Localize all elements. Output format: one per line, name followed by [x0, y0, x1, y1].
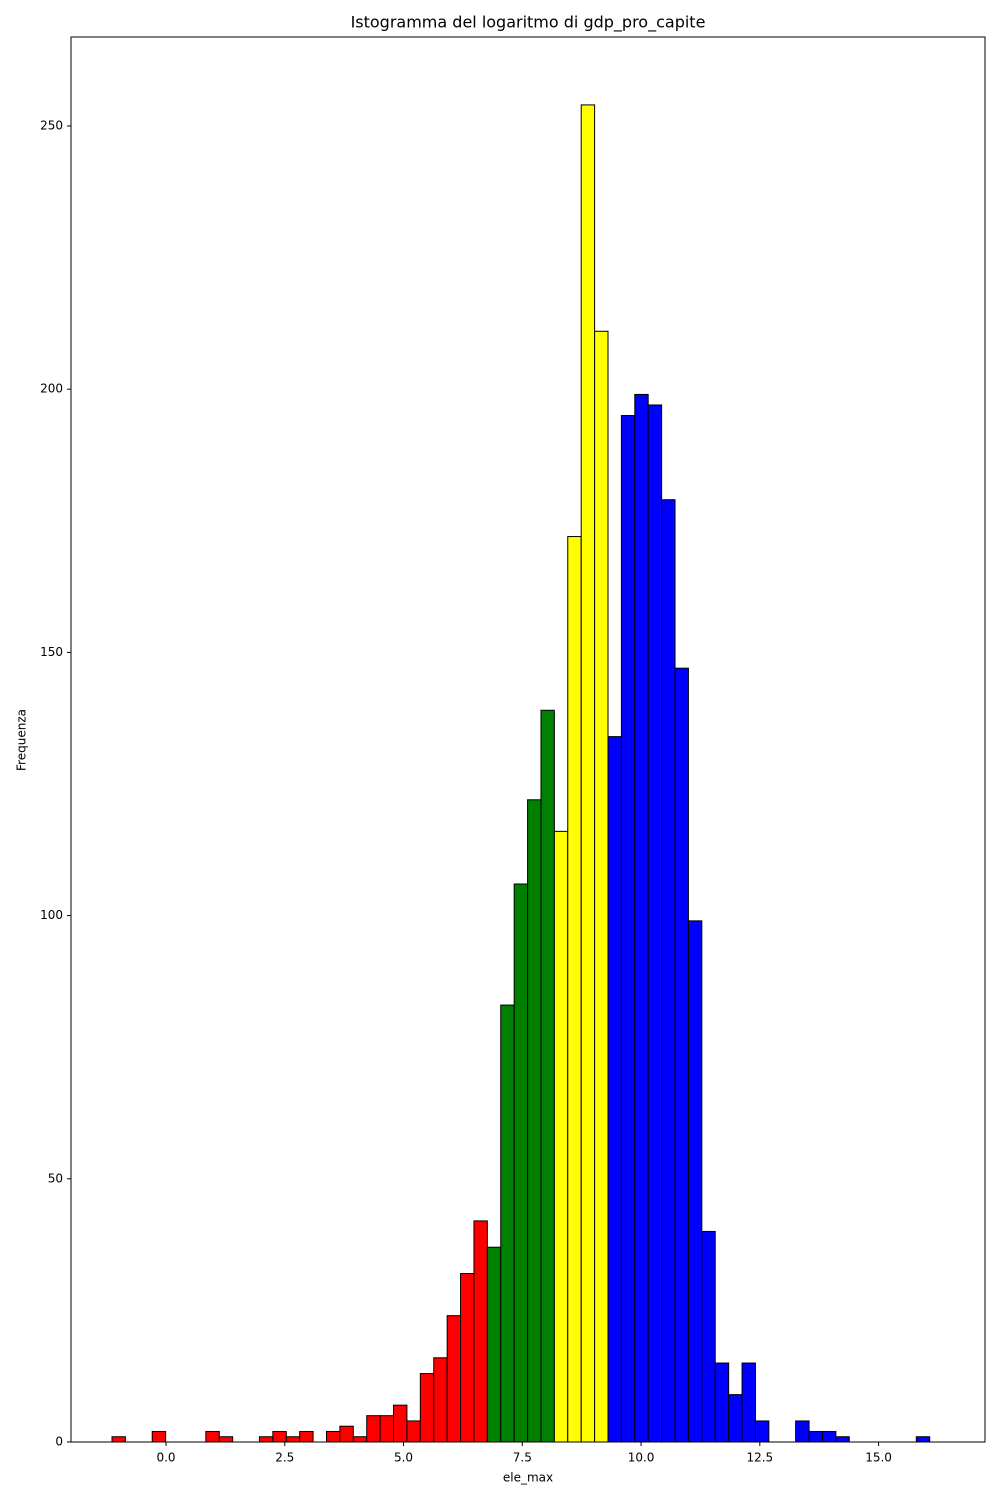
- bar: [741, 1362, 756, 1443]
- bar: [379, 1415, 395, 1443]
- bar: [674, 667, 689, 1443]
- bar: [687, 920, 703, 1443]
- x-tick-label: 5.0: [394, 1451, 413, 1465]
- bar: [486, 1246, 502, 1443]
- x-axis-label: ele_max: [503, 1471, 553, 1485]
- y-tick-label: 50: [48, 1171, 63, 1185]
- bar: [795, 1420, 810, 1443]
- bar: [835, 1436, 850, 1443]
- bar: [299, 1430, 314, 1443]
- bar: [594, 330, 609, 1443]
- x-tick-label: 7.5: [513, 1451, 532, 1465]
- bar: [634, 393, 649, 1443]
- bar: [701, 1230, 716, 1443]
- bar: [433, 1357, 448, 1443]
- bar: [808, 1430, 823, 1443]
- bar: [366, 1415, 381, 1443]
- bar: [339, 1425, 354, 1443]
- chart-title: Istogramma del logaritmo di gdp_pro_capi…: [351, 13, 706, 33]
- bar: [500, 1004, 515, 1443]
- bar: [111, 1436, 126, 1443]
- bar: [406, 1420, 421, 1443]
- bar: [151, 1430, 167, 1443]
- bar: [728, 1394, 743, 1443]
- bar: [325, 1430, 341, 1443]
- bar: [527, 799, 542, 1443]
- bar: [607, 736, 622, 1443]
- bar: [205, 1430, 220, 1443]
- bar: [661, 499, 676, 1443]
- bar: [352, 1436, 368, 1443]
- bar: [714, 1362, 730, 1443]
- bar: [473, 1220, 488, 1443]
- bar: [567, 536, 582, 1443]
- x-tick-label: 0.0: [156, 1451, 175, 1465]
- bar: [258, 1436, 274, 1443]
- x-tick-label: 10.0: [628, 1451, 655, 1465]
- y-axis-label: Frequenza: [15, 709, 29, 771]
- bar: [754, 1420, 770, 1443]
- y-tick-label: 150: [40, 645, 63, 659]
- bar: [419, 1373, 435, 1443]
- y-tick-label: 100: [40, 908, 63, 922]
- y-tick-label: 200: [40, 382, 63, 396]
- x-tick-label: 15.0: [865, 1451, 892, 1465]
- bar: [540, 709, 555, 1443]
- bar: [821, 1430, 837, 1443]
- bar: [647, 404, 663, 1443]
- x-tick-label: 2.5: [275, 1451, 294, 1465]
- bar: [553, 830, 569, 1443]
- x-tick-label: 12.5: [746, 1451, 773, 1465]
- bar: [272, 1430, 287, 1443]
- bar: [218, 1436, 234, 1443]
- bar: [513, 883, 529, 1443]
- plot-frame: [70, 36, 986, 1443]
- bar: [285, 1436, 301, 1443]
- bar: [620, 414, 636, 1443]
- y-tick-label: 0: [55, 1435, 63, 1449]
- bar: [460, 1273, 475, 1443]
- bar: [915, 1436, 931, 1443]
- bar: [446, 1315, 462, 1443]
- y-tick-label: 250: [40, 118, 63, 132]
- bar: [580, 104, 596, 1443]
- bar: [393, 1404, 408, 1443]
